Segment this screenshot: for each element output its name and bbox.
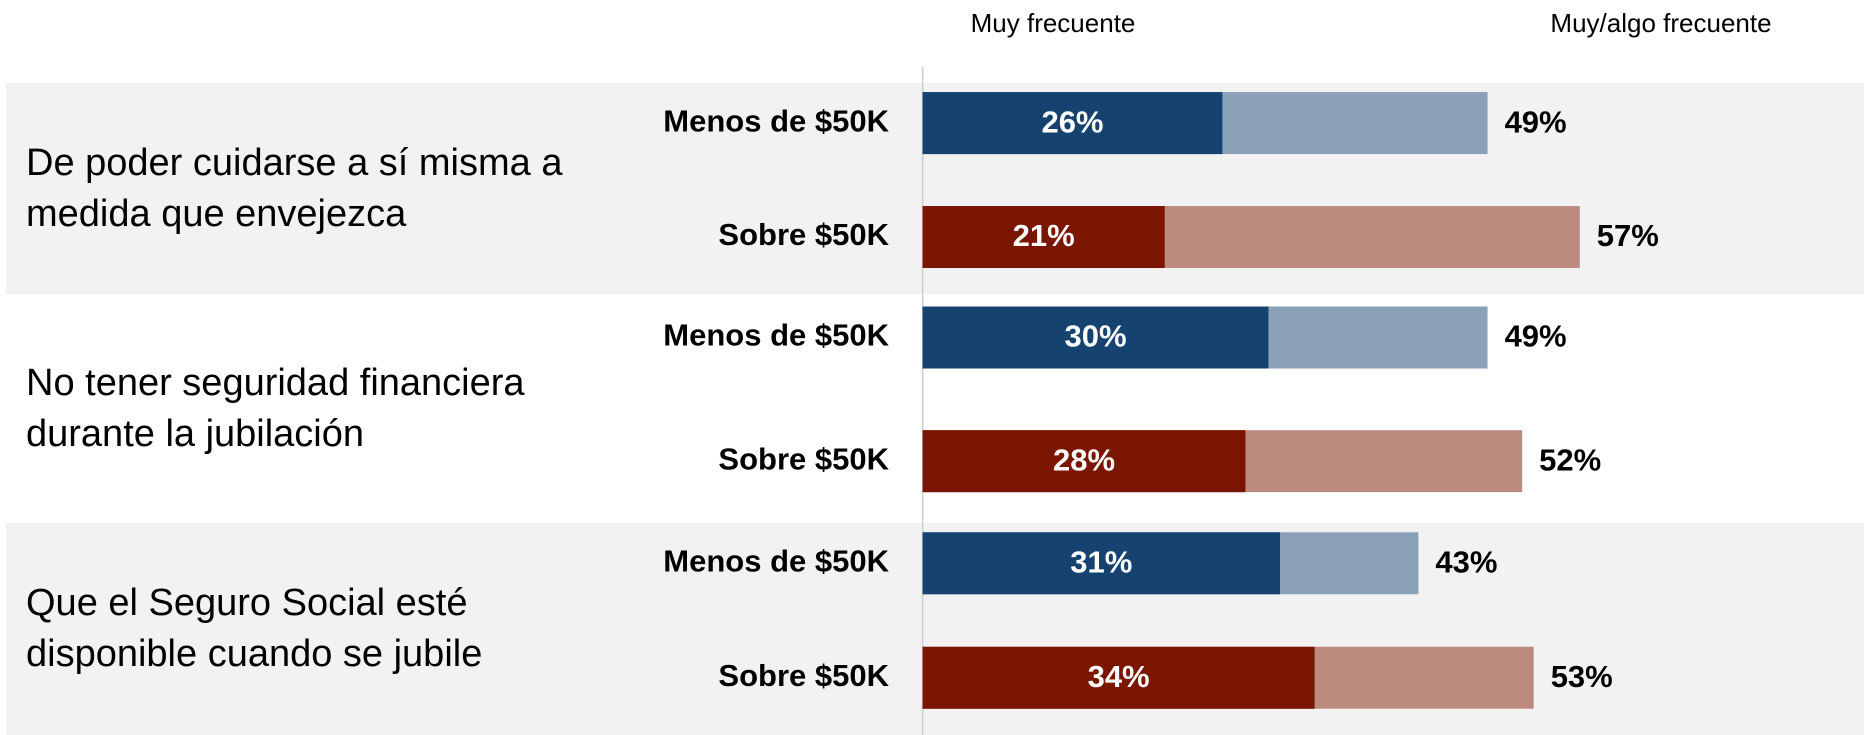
- bar: [922, 206, 1165, 269]
- value-label-inner: 28%: [1053, 442, 1115, 477]
- value-label-outer: 53%: [1551, 659, 1613, 694]
- bar: [922, 306, 1269, 369]
- bar: [922, 532, 1281, 595]
- value-label-outer: 52%: [1539, 442, 1601, 477]
- value-label-outer: 43%: [1435, 544, 1497, 579]
- value-label-outer: 57%: [1597, 218, 1659, 253]
- value-label-inner: 31%: [1070, 544, 1132, 579]
- group-label: Que el Seguro Social esté disponible cua…: [26, 582, 483, 675]
- bar: [922, 646, 1315, 709]
- value-label-inner: 34%: [1088, 659, 1150, 694]
- bar: [922, 430, 1246, 493]
- category-label: Sobre $50K: [718, 441, 889, 476]
- value-label-inner: 26%: [1041, 104, 1103, 139]
- category-label: Menos de $50K: [663, 318, 889, 353]
- group-label: No tener seguridad financiera durante la…: [26, 361, 525, 455]
- bar: [922, 92, 1223, 155]
- value-label-inner: 30%: [1065, 319, 1127, 354]
- category-label: Menos de $50K: [663, 103, 889, 138]
- value-label-outer: 49%: [1505, 104, 1567, 139]
- series-header: Muy frecuente: [971, 8, 1136, 38]
- group-label: De poder cuidarse a sí misma a medida qu…: [26, 141, 563, 235]
- category-label: Sobre $50K: [718, 217, 889, 252]
- value-label-inner: 21%: [1013, 218, 1075, 253]
- category-label: Sobre $50K: [718, 658, 889, 693]
- series-header: Muy/algo frecuente: [1550, 8, 1771, 38]
- category-label: Menos de $50K: [663, 543, 889, 578]
- value-label-outer: 49%: [1505, 319, 1567, 354]
